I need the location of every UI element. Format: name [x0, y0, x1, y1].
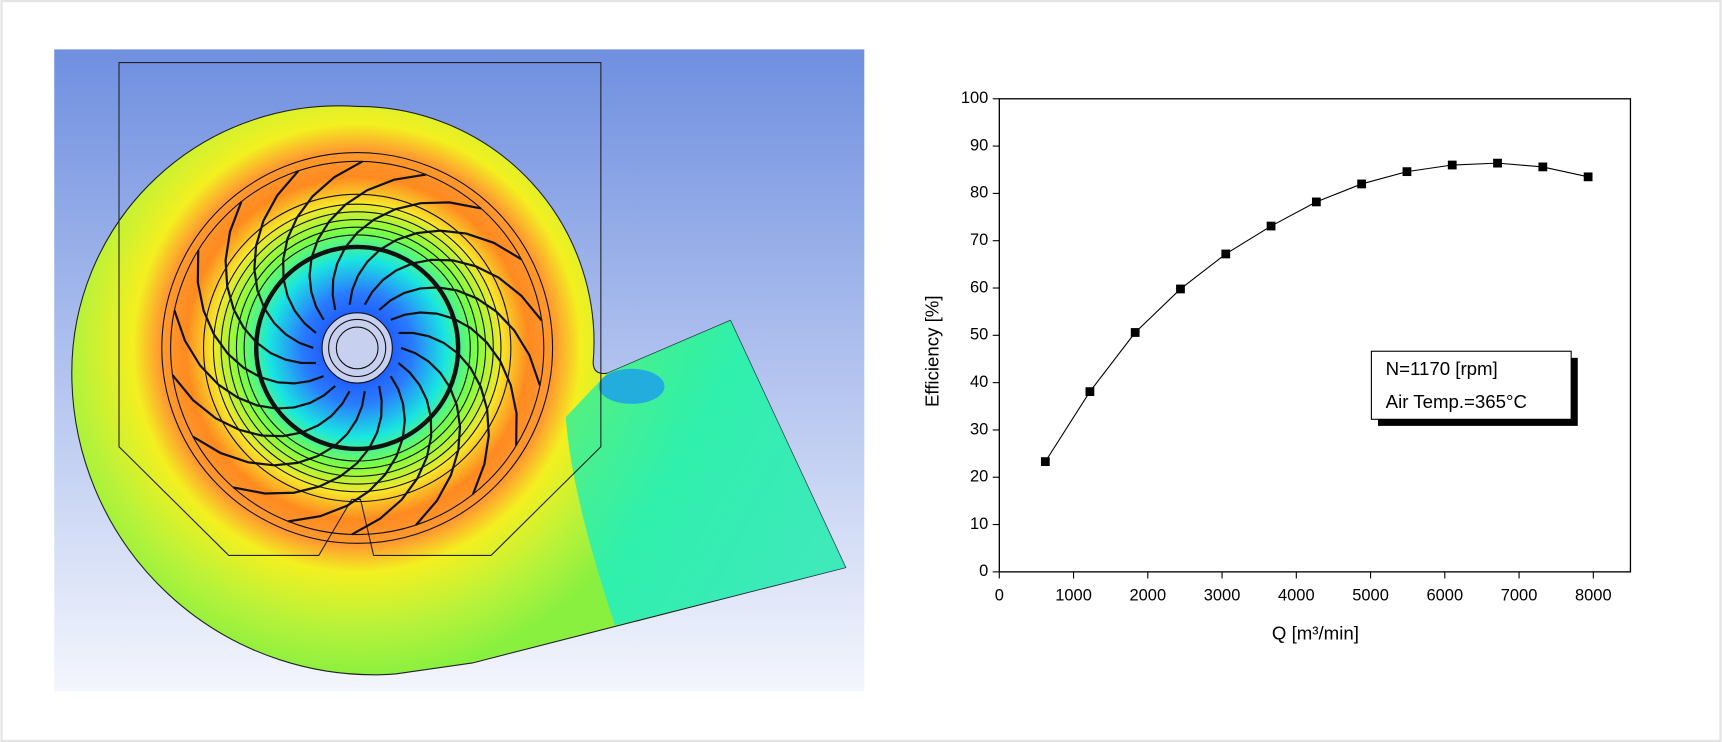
x-axis-label: Q [m³/min]: [1272, 622, 1359, 643]
annotation: Air Temp.=365°C: [1386, 391, 1527, 412]
blade: [224, 201, 316, 365]
x-tick-label: 0: [995, 586, 1004, 604]
y-tick-label: 20: [970, 468, 988, 486]
marker: [1266, 221, 1276, 231]
marker: [1538, 162, 1548, 172]
y-tick-label: 90: [970, 136, 988, 154]
blade: [378, 286, 541, 386]
y-tick-label: 40: [970, 373, 988, 391]
marker: [1583, 172, 1593, 182]
domain-outline: [118, 62, 602, 556]
blade: [288, 375, 406, 523]
impeller-ring: [212, 203, 502, 493]
blade: [196, 250, 324, 385]
x-tick-label: 3000: [1204, 586, 1241, 604]
blade: [348, 229, 522, 305]
marker: [1176, 284, 1185, 294]
blade: [233, 385, 383, 495]
marker: [1357, 179, 1367, 189]
x-tick-label: 1000: [1055, 586, 1092, 604]
impeller-ring: [202, 193, 512, 503]
marker: [1493, 158, 1502, 168]
y-axis-label: Efficiency [%]: [921, 295, 942, 407]
x-tick-label: 6000: [1427, 586, 1464, 604]
impeller-ring: [235, 226, 479, 470]
blade: [282, 160, 363, 334]
marker: [1085, 387, 1095, 397]
annotation: N=1170 [rpm]: [1386, 358, 1498, 379]
marker: [1040, 457, 1050, 467]
marker: [1311, 197, 1321, 207]
hub: [321, 312, 393, 384]
y-tick-label: 0: [979, 562, 988, 580]
chart: Q [m³/min] Efficiency [%] N=1170 [rpm] A…: [921, 89, 1632, 643]
y-tick-label: 60: [970, 278, 988, 296]
blade: [363, 258, 543, 322]
impeller: [161, 152, 554, 544]
y-tick-label: 30: [970, 420, 988, 438]
cfd-image: [54, 49, 865, 692]
annotation-box: [1370, 350, 1572, 420]
blade: [400, 346, 462, 526]
x-tick-label: 2000: [1130, 586, 1167, 604]
y-tick-label: 80: [970, 184, 988, 202]
impeller-ring: [161, 152, 554, 544]
blade: [351, 362, 433, 536]
x-tick-label: 4000: [1278, 586, 1315, 604]
marker: [1447, 160, 1457, 170]
outlet-vortex: [598, 368, 665, 404]
y-tick-label: 100: [961, 89, 988, 107]
blade: [171, 374, 351, 438]
y-tick-label: 50: [970, 326, 988, 344]
hub: [328, 318, 387, 378]
impeller-ring: [170, 160, 545, 536]
x-tick-label: 5000: [1352, 586, 1389, 604]
hub: [335, 326, 379, 370]
y-tick-label: 70: [970, 231, 988, 249]
blade: [390, 311, 518, 446]
blade: [253, 170, 314, 349]
y-tick-label: 10: [970, 515, 988, 533]
impeller-ring: [220, 211, 494, 485]
impeller-ring: [228, 218, 487, 477]
blade: [331, 201, 482, 311]
blade: [192, 391, 366, 467]
marker: [1130, 328, 1140, 337]
blade: [173, 310, 336, 410]
blade: [308, 173, 427, 321]
x-tick-label: 7000: [1501, 586, 1538, 604]
shroud: [254, 244, 461, 452]
impeller-ring: [243, 234, 471, 462]
blade: [398, 331, 490, 495]
marker: [1402, 167, 1412, 177]
x-tick-label: 8000: [1575, 586, 1612, 604]
marker: [1221, 249, 1231, 259]
